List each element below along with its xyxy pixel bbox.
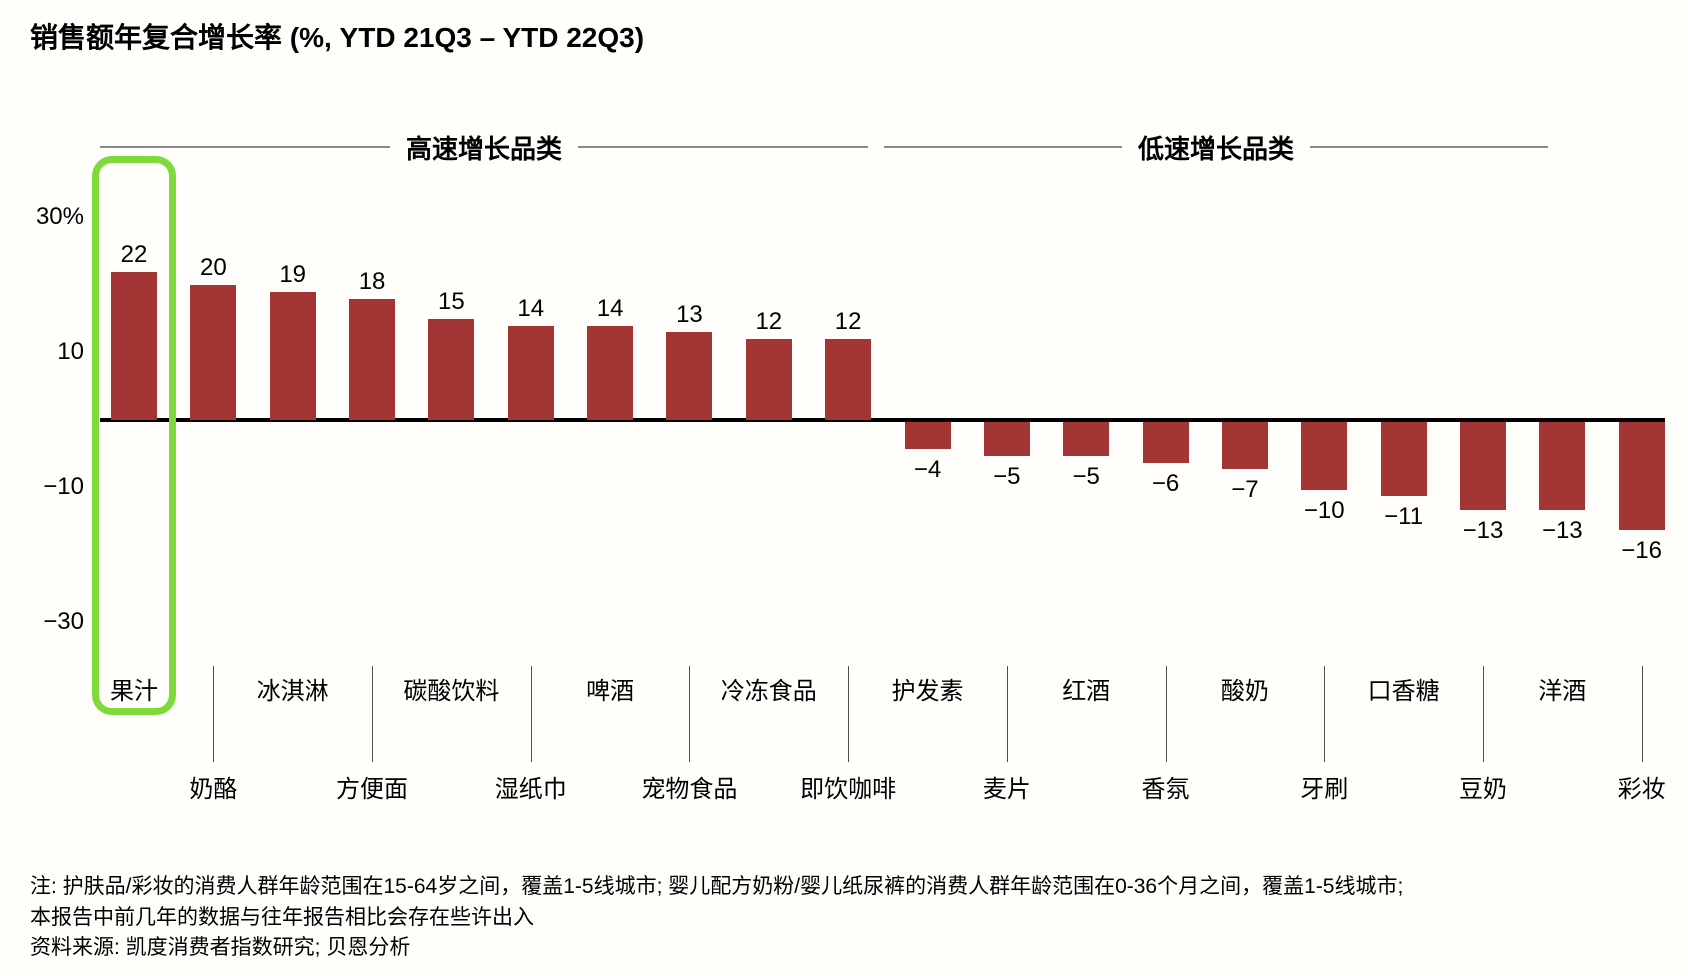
bar-value-label: 14 (517, 294, 545, 322)
bar-即饮咖啡 (825, 339, 872, 420)
bar-value-label: −16 (1621, 537, 1662, 564)
category-label-宠物食品: 宠物食品 (641, 776, 738, 803)
y-tick-label: 10 (57, 337, 84, 365)
category-label-果汁: 果汁 (110, 678, 158, 705)
leader-line (372, 666, 374, 762)
zero-axis-line (100, 418, 1665, 422)
category-label-啤酒: 啤酒 (586, 678, 635, 705)
bar-value-label: 12 (834, 308, 862, 335)
leader-line (848, 666, 850, 762)
y-tick-label: −30 (43, 607, 84, 635)
leader-line (530, 666, 532, 762)
bar-value-label: −5 (1072, 462, 1100, 490)
leader-line (689, 666, 691, 762)
bar-value-label: 22 (120, 240, 148, 268)
bar-护发素 (904, 422, 951, 449)
group-header-low-growth: 低速增长品类 (884, 130, 1549, 164)
bar-冰淇淋 (269, 291, 316, 420)
category-label-奶酪: 奶酪 (189, 776, 238, 803)
category-label-洋酒: 洋酒 (1538, 678, 1587, 705)
group-label-low-growth: 低速增长品类 (1138, 133, 1295, 164)
y-tick-label: −10 (43, 472, 84, 500)
header-line-left (100, 146, 390, 148)
leader-line (213, 666, 215, 762)
bar-宠物食品 (666, 332, 713, 420)
bar-value-label: 13 (676, 301, 703, 329)
highlight-box (92, 156, 176, 715)
source-note: 资料来源: 凯度消费者指数研究; 贝恩分析 (30, 936, 411, 959)
bar-果汁 (111, 271, 157, 420)
header-line-right (578, 146, 869, 148)
bar-value-label: 19 (279, 260, 307, 288)
chart-title: 销售额年复合增长率 (%, YTD 21Q3 – YTD 22Q3) (30, 22, 645, 53)
bar-value-label: −13 (1462, 516, 1504, 544)
category-label-口香糖: 口香糖 (1367, 678, 1440, 705)
bar-彩妆 (1618, 422, 1665, 530)
leader-line (1324, 666, 1326, 762)
bar-奶酪 (190, 285, 237, 420)
bar-value-label: −6 (1151, 469, 1180, 497)
category-label-湿纸巾: 湿纸巾 (494, 776, 567, 803)
category-label-牙刷: 牙刷 (1300, 776, 1349, 803)
bar-碳酸饮料 (428, 318, 475, 420)
category-label-红酒: 红酒 (1062, 678, 1111, 705)
bar-value-label: −5 (993, 462, 1021, 490)
bar-麦片 (983, 422, 1030, 456)
category-label-冷冻食品: 冷冻食品 (720, 678, 817, 705)
footnote-line-2: 本报告中前几年的数据与往年报告相比会存在些许出入 (30, 906, 534, 929)
bar-口香糖 (1380, 422, 1427, 497)
bar-value-label: 18 (358, 267, 386, 295)
header-line-left (884, 146, 1122, 148)
category-label-方便面: 方便面 (336, 776, 409, 803)
footnote-line-1: 注: 护肤品/彩妆的消费人群年龄范围在15-64岁之间，覆盖1-5线城市; 婴儿… (30, 875, 1404, 898)
bar-啤酒 (587, 325, 634, 420)
bar-湿纸巾 (507, 325, 554, 420)
category-label-酸奶: 酸奶 (1220, 678, 1269, 705)
header-line-right (1310, 146, 1549, 148)
y-tick-label: 30% (35, 202, 84, 230)
bar-value-label: 14 (596, 294, 624, 322)
bar-香氛 (1142, 422, 1189, 463)
group-label-high-growth: 高速增长品类 (406, 133, 563, 164)
bar-红酒 (1063, 422, 1110, 456)
category-label-即饮咖啡: 即饮咖啡 (800, 776, 897, 803)
bar-value-label: 15 (438, 287, 465, 315)
category-label-护发素: 护发素 (891, 678, 964, 705)
bar-value-label: −4 (913, 456, 942, 483)
bar-洋酒 (1539, 422, 1586, 510)
bar-豆奶 (1459, 422, 1506, 510)
bar-value-label: −10 (1303, 496, 1345, 524)
category-label-碳酸饮料: 碳酸饮料 (403, 678, 500, 705)
bar-value-label: 12 (755, 308, 783, 335)
bar-牙刷 (1301, 422, 1348, 490)
bar-value-label: 20 (199, 254, 227, 281)
leader-line (1006, 666, 1008, 762)
category-label-麦片: 麦片 (982, 776, 1031, 803)
bar-酸奶 (1221, 422, 1268, 470)
bar-value-label: −7 (1231, 476, 1259, 504)
leader-line (1641, 666, 1643, 762)
leader-line (1482, 666, 1484, 762)
leader-line (1165, 666, 1167, 762)
bar-冷冻食品 (745, 339, 792, 420)
category-label-豆奶: 豆奶 (1458, 776, 1507, 803)
category-label-彩妆: 彩妆 (1617, 776, 1666, 803)
bar-方便面 (349, 298, 396, 420)
category-label-冰淇淋: 冰淇淋 (256, 678, 329, 705)
group-header-high-growth: 高速增长品类 (100, 130, 869, 164)
bar-value-label: −13 (1541, 516, 1583, 544)
bar-value-label: −11 (1384, 503, 1424, 531)
category-label-香氛: 香氛 (1141, 776, 1190, 803)
